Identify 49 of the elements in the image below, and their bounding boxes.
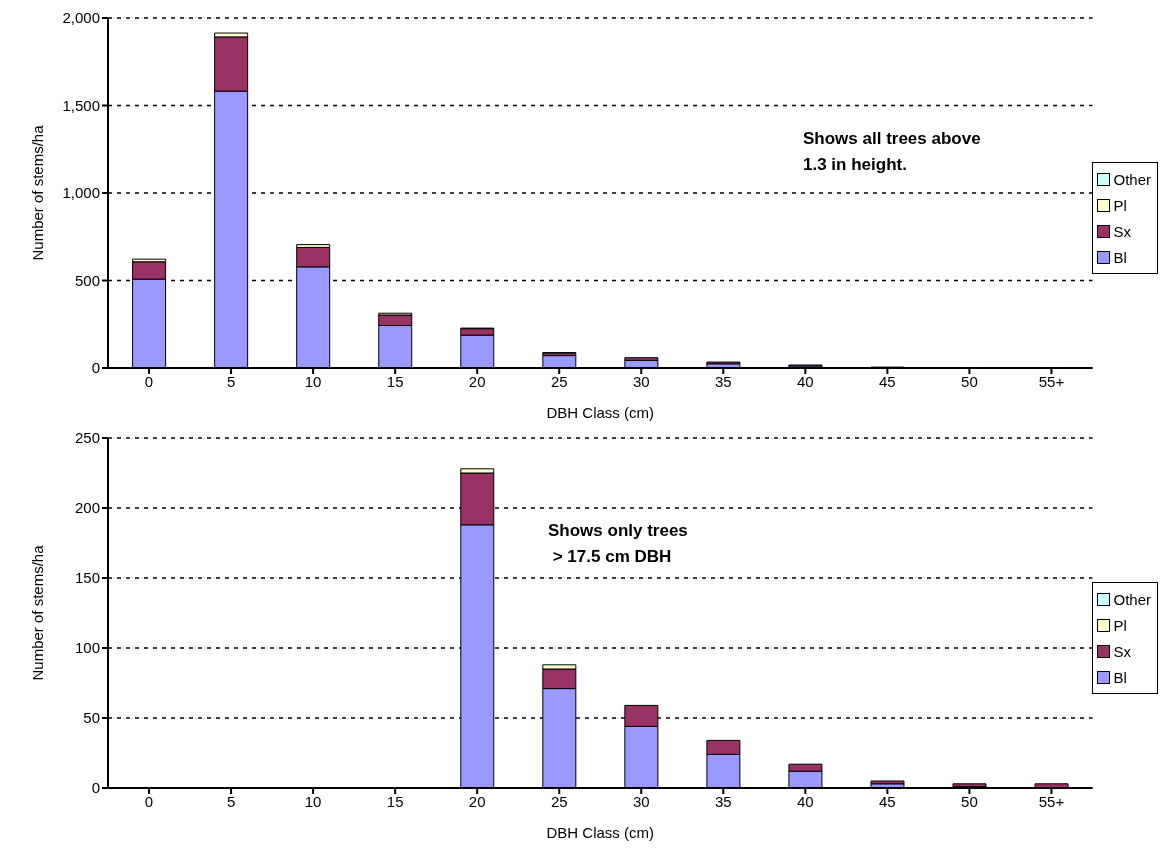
legend-label: Sx (1113, 222, 1131, 240)
x-tick-label: 15 (386, 792, 404, 810)
x-axis-title: DBH Class (cm) (546, 404, 654, 421)
y-axis-title: Number of stems/ha (29, 544, 47, 681)
y-tick-label: 200 (74, 499, 100, 517)
annotation: Shows all trees above 1.3 in height. (803, 128, 981, 176)
x-tick-label: 45 (879, 372, 896, 390)
legend-label: Pl (1113, 196, 1127, 214)
legend-label: Other (1113, 170, 1151, 188)
y-tick-label: 250 (74, 429, 100, 447)
x-tick-label: 55+ (1038, 372, 1065, 390)
x-tick-label: 10 (304, 372, 322, 390)
legend-label: Bl (1113, 248, 1127, 266)
x-axis-title: DBH Class (cm) (546, 824, 654, 841)
legend-label: Pl (1113, 616, 1127, 634)
x-tick-label: 5 (226, 372, 236, 390)
x-tick-label: 15 (386, 372, 404, 390)
y-tick-label: 1,000 (62, 184, 100, 202)
legend-label: Other (1113, 590, 1151, 608)
y-tick-label: 0 (91, 359, 100, 377)
x-tick-label: 0 (144, 372, 154, 390)
x-tick-label: 25 (550, 792, 568, 810)
y-tick-label: 50 (83, 709, 100, 727)
x-tick-label: 35 (714, 792, 732, 810)
y-tick-label: 150 (74, 569, 100, 587)
legend-label: Bl (1113, 668, 1127, 686)
y-tick-label: 100 (74, 639, 100, 657)
x-tick-label: 5 (226, 792, 236, 810)
x-tick-label: 45 (879, 792, 896, 810)
x-tick-label: 20 (468, 792, 486, 810)
x-tick-label: 40 (797, 372, 814, 390)
y-tick-label: 2,000 (62, 9, 100, 27)
x-tick-label: 55+ (1038, 792, 1065, 810)
y-tick-label: 1,500 (62, 96, 100, 114)
x-tick-label: 40 (797, 792, 814, 810)
x-tick-label: 30 (632, 792, 650, 810)
y-axis-title: Number of stems/ha (29, 124, 47, 261)
x-tick-label: 35 (714, 372, 732, 390)
x-tick-label: 50 (961, 792, 978, 810)
x-tick-label: 25 (550, 372, 568, 390)
y-tick-label: 500 (74, 271, 100, 289)
x-tick-label: 50 (961, 372, 978, 390)
x-tick-label: 20 (468, 372, 486, 390)
legend-label: Sx (1113, 642, 1131, 660)
x-tick-label: 30 (632, 372, 650, 390)
x-tick-label: 10 (304, 792, 322, 810)
y-tick-label: 0 (91, 779, 100, 797)
x-tick-label: 0 (144, 792, 154, 810)
annotation: Shows only trees > 17.5 cm DBH (548, 520, 688, 568)
